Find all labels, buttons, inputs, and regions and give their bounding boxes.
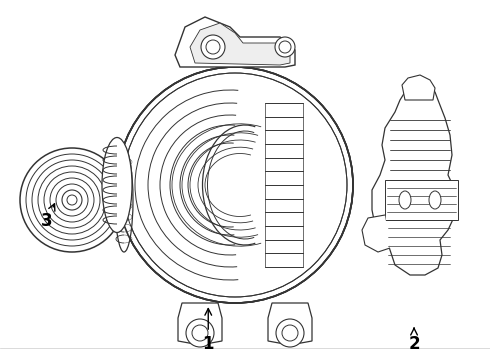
Polygon shape (268, 303, 312, 345)
Ellipse shape (429, 191, 441, 209)
Circle shape (279, 41, 291, 53)
Text: 3: 3 (41, 204, 55, 230)
Text: 1: 1 (202, 309, 214, 353)
Circle shape (282, 325, 298, 341)
Polygon shape (178, 303, 222, 345)
Circle shape (20, 148, 124, 252)
Circle shape (276, 319, 304, 347)
Circle shape (201, 35, 225, 59)
Circle shape (186, 319, 214, 347)
Polygon shape (372, 88, 455, 275)
Polygon shape (190, 23, 290, 65)
Circle shape (275, 37, 295, 57)
Text: 2: 2 (408, 328, 420, 353)
Polygon shape (385, 180, 458, 220)
Ellipse shape (102, 138, 132, 233)
Polygon shape (175, 17, 295, 67)
Circle shape (62, 190, 82, 210)
Circle shape (117, 67, 353, 303)
Polygon shape (402, 75, 435, 100)
Circle shape (206, 40, 220, 54)
Circle shape (192, 325, 208, 341)
Ellipse shape (115, 148, 133, 252)
Polygon shape (362, 215, 390, 252)
Ellipse shape (399, 191, 411, 209)
